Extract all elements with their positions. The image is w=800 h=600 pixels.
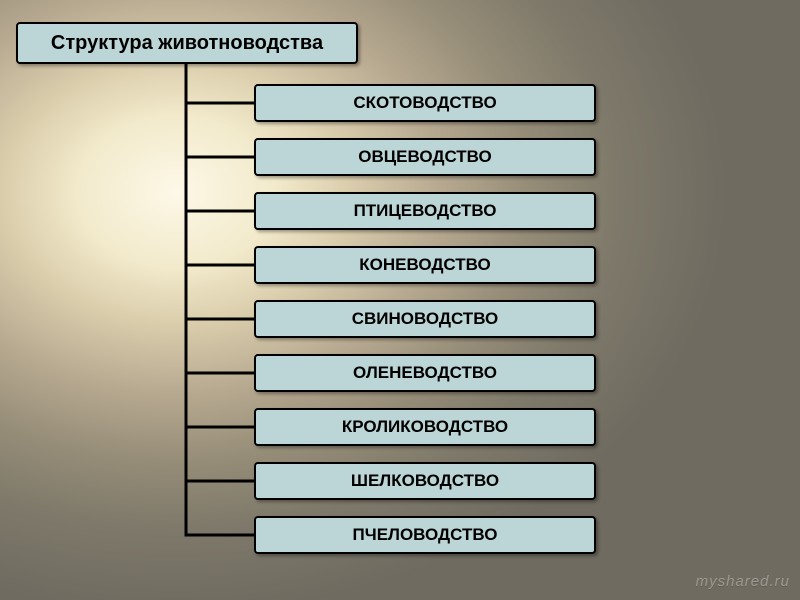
- leaf-node-7-label: ШЕЛКОВОДСТВО: [351, 471, 499, 491]
- leaf-node-1: ОВЦЕВОДСТВО: [254, 138, 596, 176]
- leaf-node-2-label: ПТИЦЕВОДСТВО: [354, 201, 497, 221]
- leaf-node-0-label: СКОТОВОДСТВО: [353, 93, 496, 113]
- leaf-node-3-label: КОНЕВОДСТВО: [359, 255, 491, 275]
- leaf-node-5-label: ОЛЕНЕВОДСТВО: [353, 363, 497, 383]
- leaf-node-4: СВИНОВОДСТВО: [254, 300, 596, 338]
- diagram-canvas: Структура животноводства СКОТОВОДСТВО ОВЦЕ…: [0, 0, 800, 600]
- leaf-node-8-label: ПЧЕЛОВОДСТВО: [353, 525, 498, 545]
- leaf-node-0: СКОТОВОДСТВО: [254, 84, 596, 122]
- leaf-node-3: КОНЕВОДСТВО: [254, 246, 596, 284]
- root-node: Структура животноводства: [16, 22, 358, 64]
- leaf-node-6: КРОЛИКОВОДСТВО: [254, 408, 596, 446]
- leaf-node-8: ПЧЕЛОВОДСТВО: [254, 516, 596, 554]
- root-node-label: Структура животноводства: [51, 32, 323, 55]
- leaf-node-2: ПТИЦЕВОДСТВО: [254, 192, 596, 230]
- leaf-node-6-label: КРОЛИКОВОДСТВО: [342, 417, 508, 437]
- leaf-node-1-label: ОВЦЕВОДСТВО: [358, 147, 492, 167]
- leaf-node-4-label: СВИНОВОДСТВО: [352, 309, 499, 329]
- leaf-node-7: ШЕЛКОВОДСТВО: [254, 462, 596, 500]
- leaf-node-5: ОЛЕНЕВОДСТВО: [254, 354, 596, 392]
